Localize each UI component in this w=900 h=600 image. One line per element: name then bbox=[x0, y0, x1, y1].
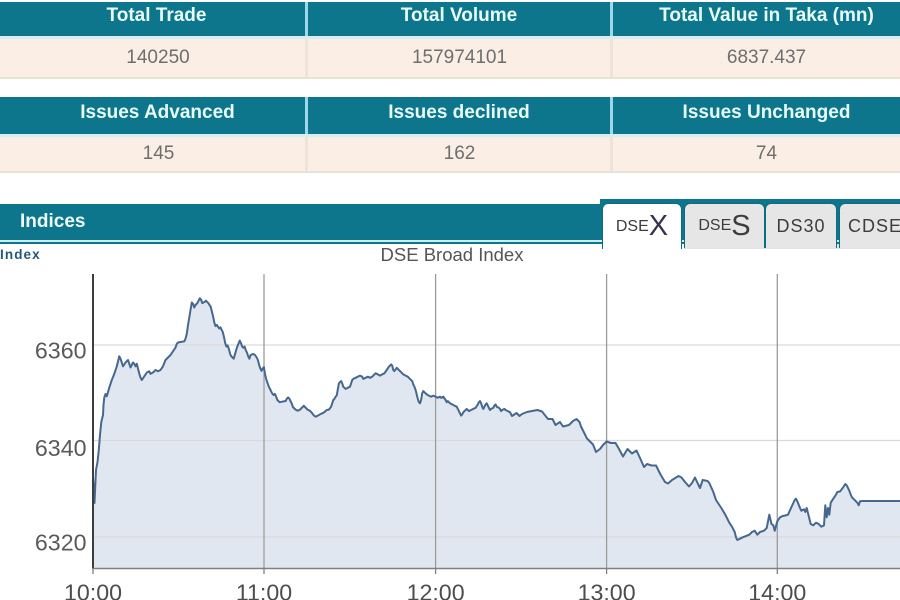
svg-text:6360: 6360 bbox=[35, 337, 87, 363]
svg-text:DSE Broad Index: DSE Broad Index bbox=[381, 244, 525, 265]
svg-text:10:00: 10:00 bbox=[64, 580, 122, 600]
svg-text:14:00: 14:00 bbox=[748, 580, 806, 600]
svg-text:11:00: 11:00 bbox=[236, 580, 292, 600]
svg-text:6320: 6320 bbox=[35, 530, 87, 556]
svg-text:6340: 6340 bbox=[35, 435, 87, 461]
svg-text:13:00: 13:00 bbox=[578, 580, 636, 600]
svg-text:Index: Index bbox=[0, 247, 41, 262]
svg-text:12:00: 12:00 bbox=[407, 580, 465, 600]
